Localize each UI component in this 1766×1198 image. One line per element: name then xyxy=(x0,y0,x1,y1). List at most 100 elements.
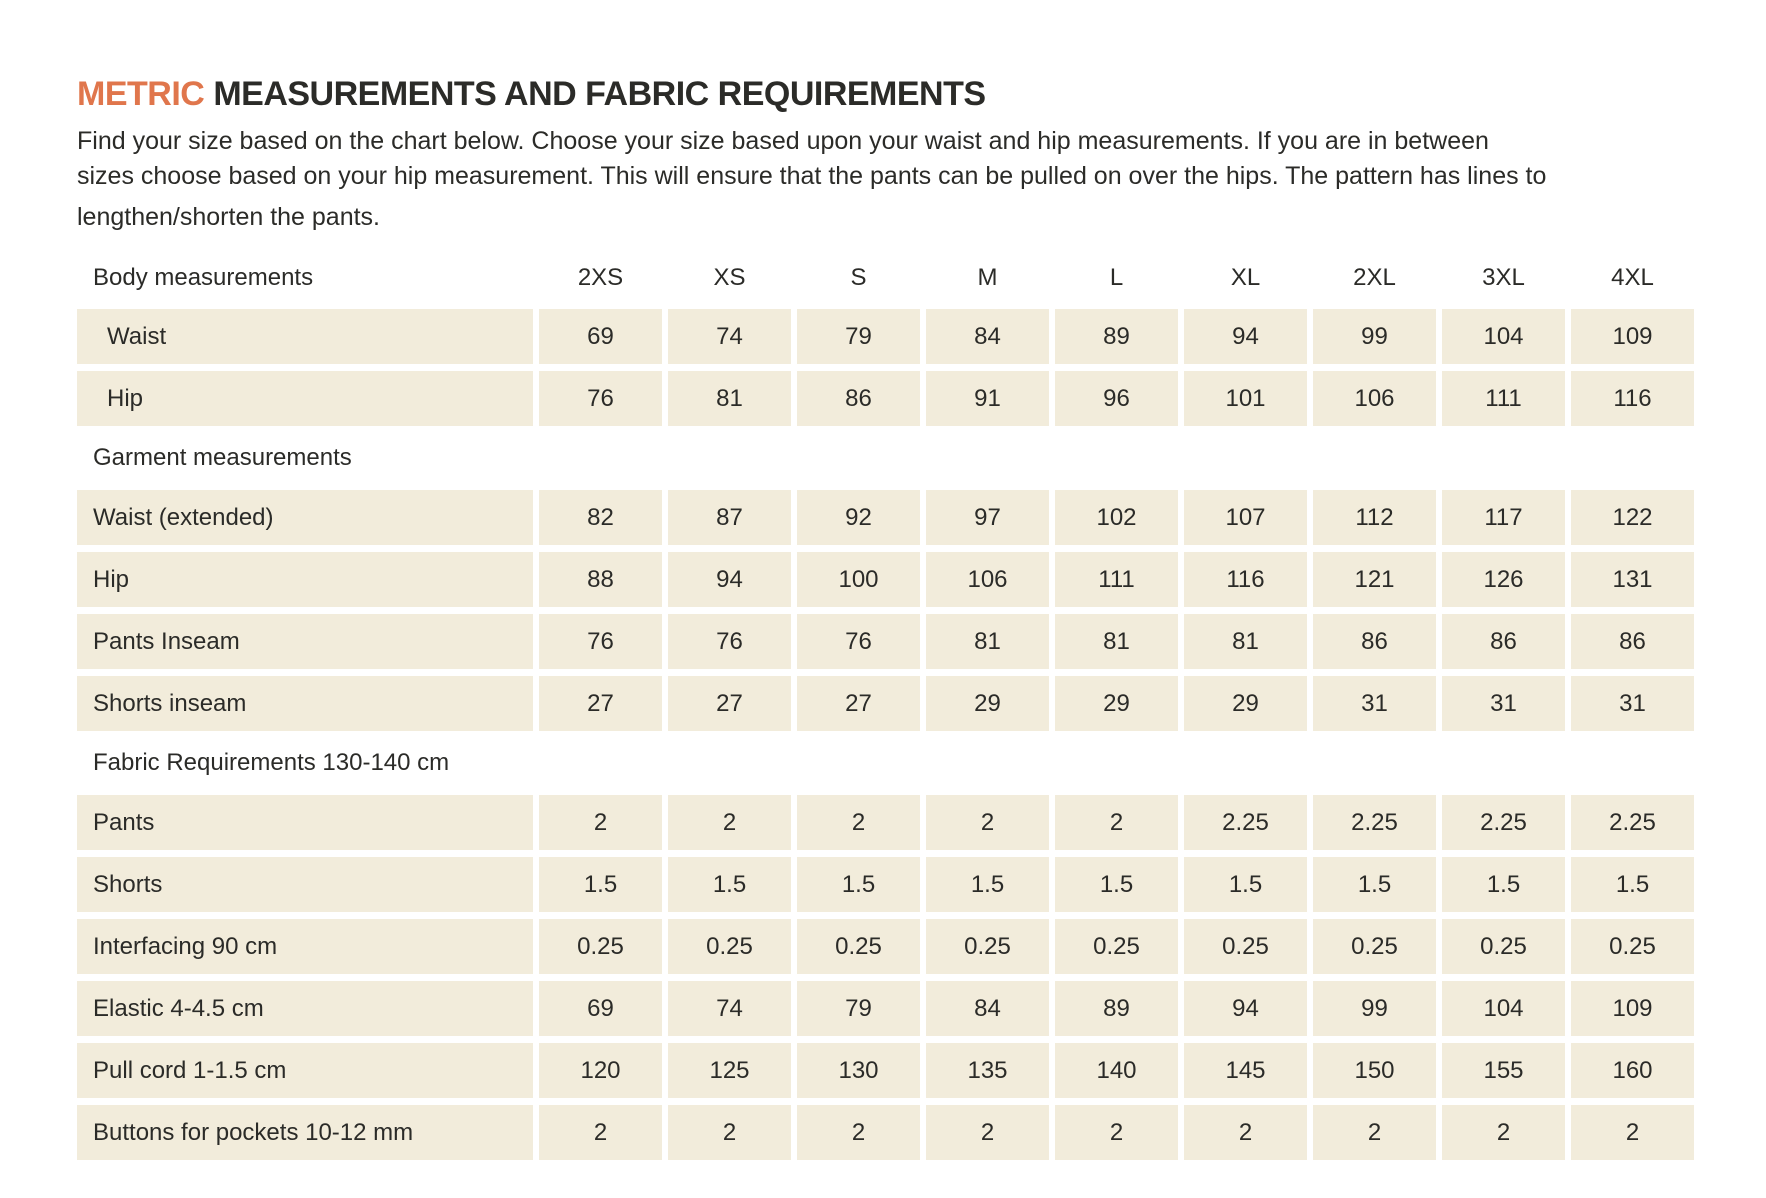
table-row: Waist 69 74 79 84 89 94 99 104 109 xyxy=(77,309,1696,364)
table-row: Buttons for pockets 10-12 mm 2 2 2 2 2 2 2 2 2 xyxy=(77,1105,1696,1160)
value-cell: 2 xyxy=(1184,1105,1307,1160)
row-label: Interfacing 90 cm xyxy=(77,919,533,974)
row-label: Hip xyxy=(77,552,533,607)
value-cell: 0.25 xyxy=(926,919,1049,974)
value-cell: 99 xyxy=(1313,981,1436,1036)
value-cell: 104 xyxy=(1442,309,1565,364)
value-cell: 130 xyxy=(797,1043,920,1098)
value-cell: 94 xyxy=(668,552,791,607)
row-label: Waist xyxy=(77,309,533,364)
value-cell: 1.5 xyxy=(1571,857,1694,912)
value-cell: 1.5 xyxy=(1442,857,1565,912)
value-cell: 29 xyxy=(1184,676,1307,731)
value-cell: 102 xyxy=(1055,490,1178,545)
page-title: METRIC MEASUREMENTS AND FABRIC REQUIREMEN… xyxy=(77,74,1696,114)
table-row: Shorts inseam 27 27 27 29 29 29 31 31 31 xyxy=(77,676,1696,731)
value-cell: 135 xyxy=(926,1043,1049,1098)
section-label-row: Garment measurements xyxy=(77,433,1696,483)
value-cell: 76 xyxy=(539,371,662,426)
table-row: Waist (extended) 82 87 92 97 102 107 112 117 122 xyxy=(77,490,1696,545)
value-cell: 0.25 xyxy=(797,919,920,974)
column-header-row: Body measurements 2XS XS S M L XL 2XL 3XL 4XL xyxy=(77,257,1696,299)
value-cell: 76 xyxy=(539,614,662,669)
value-cell: 86 xyxy=(1442,614,1565,669)
value-cell: 160 xyxy=(1571,1043,1694,1098)
value-cell: 0.25 xyxy=(1442,919,1565,974)
size-column-header: L xyxy=(1109,264,1124,291)
section-title: Garment measurements xyxy=(93,444,352,471)
size-column-header: M xyxy=(977,264,998,291)
size-column-header: XS xyxy=(713,264,746,291)
size-column-header: 2XL xyxy=(1353,264,1396,291)
value-cell: 2 xyxy=(926,1105,1049,1160)
value-cell: 97 xyxy=(926,490,1049,545)
value-cell: 92 xyxy=(797,490,920,545)
page-title-rest: MEASUREMENTS AND FABRIC REQUIREMENTS xyxy=(213,75,986,113)
value-cell: 1.5 xyxy=(926,857,1049,912)
row-label: Pants Inseam xyxy=(77,614,533,669)
value-cell: 1.5 xyxy=(668,857,791,912)
value-cell: 0.25 xyxy=(1571,919,1694,974)
value-cell: 79 xyxy=(797,309,920,364)
value-cell: 2.25 xyxy=(1442,795,1565,850)
value-cell: 107 xyxy=(1184,490,1307,545)
table-row: Hip 76 81 86 91 96 101 106 111 116 xyxy=(77,371,1696,426)
value-cell: 100 xyxy=(797,552,920,607)
value-cell: 29 xyxy=(926,676,1049,731)
size-column-header: S xyxy=(850,264,867,291)
row-label: Pants xyxy=(77,795,533,850)
value-cell: 131 xyxy=(1571,552,1694,607)
value-cell: 109 xyxy=(1571,981,1694,1036)
value-cell: 109 xyxy=(1571,309,1694,364)
value-cell: 76 xyxy=(797,614,920,669)
table-row: Hip 88 94 100 106 111 116 121 126 131 xyxy=(77,552,1696,607)
value-cell: 86 xyxy=(1313,614,1436,669)
value-cell: 0.25 xyxy=(539,919,662,974)
intro-line: sizes choose based on your hip measureme… xyxy=(77,162,1547,190)
row-label: Shorts xyxy=(77,857,533,912)
value-cell: 125 xyxy=(668,1043,791,1098)
value-cell: 2 xyxy=(1571,1105,1694,1160)
value-cell: 82 xyxy=(539,490,662,545)
value-cell: 1.5 xyxy=(1184,857,1307,912)
table-row: Shorts 1.5 1.5 1.5 1.5 1.5 1.5 1.5 1.5 1.5 xyxy=(77,857,1696,912)
value-cell: 81 xyxy=(926,614,1049,669)
value-cell: 2 xyxy=(1055,795,1178,850)
value-cell: 150 xyxy=(1313,1043,1436,1098)
section-title: Body measurements xyxy=(93,264,314,291)
value-cell: 122 xyxy=(1571,490,1694,545)
value-cell: 84 xyxy=(926,309,1049,364)
value-cell: 2 xyxy=(539,1105,662,1160)
value-cell: 81 xyxy=(1055,614,1178,669)
value-cell: 2 xyxy=(1442,1105,1565,1160)
section-label-row: Fabric Requirements 130-140 cm xyxy=(77,738,1696,788)
value-cell: 2.25 xyxy=(1313,795,1436,850)
value-cell: 126 xyxy=(1442,552,1565,607)
value-cell: 2.25 xyxy=(1184,795,1307,850)
value-cell: 27 xyxy=(539,676,662,731)
value-cell: 76 xyxy=(668,614,791,669)
size-column-header: XL xyxy=(1230,264,1261,291)
value-cell: 89 xyxy=(1055,981,1178,1036)
value-cell: 111 xyxy=(1055,552,1178,607)
value-cell: 31 xyxy=(1313,676,1436,731)
value-cell: 84 xyxy=(926,981,1049,1036)
value-cell: 117 xyxy=(1442,490,1565,545)
value-cell: 81 xyxy=(668,371,791,426)
value-cell: 2 xyxy=(539,795,662,850)
value-cell: 0.25 xyxy=(668,919,791,974)
value-cell: 81 xyxy=(1184,614,1307,669)
value-cell: 112 xyxy=(1313,490,1436,545)
value-cell: 96 xyxy=(1055,371,1178,426)
value-cell: 1.5 xyxy=(1055,857,1178,912)
table-row: Pull cord 1-1.5 cm 120 125 130 135 140 145 150 1… xyxy=(77,1043,1696,1098)
value-cell: 74 xyxy=(668,309,791,364)
value-cell: 27 xyxy=(668,676,791,731)
value-cell: 2 xyxy=(668,795,791,850)
table-row: Pants Inseam 76 76 76 81 81 81 86 86 86 xyxy=(77,614,1696,669)
value-cell: 2 xyxy=(797,1105,920,1160)
intro-line: Find your size based on the chart below.… xyxy=(77,127,1489,155)
table-row: Pants 2 2 2 2 2 2.25 2.25 2.25 2.25 xyxy=(77,795,1696,850)
value-cell: 87 xyxy=(668,490,791,545)
